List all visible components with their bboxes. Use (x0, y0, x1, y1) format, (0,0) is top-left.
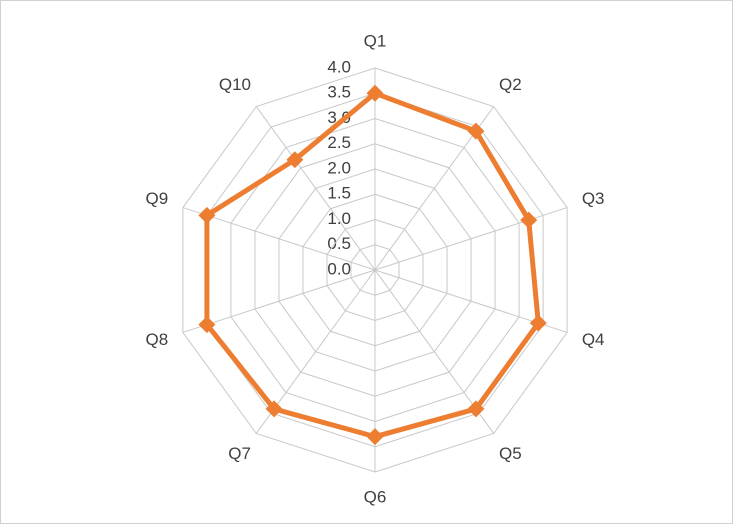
grid-ring (302, 193, 448, 347)
r-tick-label: 1.5 (327, 184, 351, 203)
point-marker (467, 400, 485, 418)
r-tick-label: 2.0 (327, 158, 351, 177)
point-marker (286, 151, 304, 169)
category-label: Q6 (364, 487, 387, 506)
point-marker (366, 428, 384, 446)
grid-ring (350, 244, 400, 296)
r-tick-label: 1.0 (327, 209, 351, 228)
point-marker (467, 122, 485, 140)
point-marker (198, 206, 216, 224)
grid-ring (230, 117, 520, 423)
category-label: Q1 (364, 31, 387, 50)
r-tick-label: 0.5 (327, 234, 351, 253)
r-tick-label: 4.0 (327, 57, 351, 76)
point-marker (366, 84, 384, 102)
category-label: Q8 (145, 330, 168, 349)
category-label: Q4 (582, 330, 605, 349)
grid-ring (182, 67, 568, 473)
category-label: Q2 (499, 75, 522, 94)
point-marker (520, 211, 538, 229)
r-tick-label: 2.5 (327, 133, 351, 152)
category-label: Q10 (219, 75, 251, 94)
grid-ring (326, 218, 424, 322)
r-tick-label: 3.5 (327, 83, 351, 102)
category-label: Q5 (499, 444, 522, 463)
point-marker (529, 314, 547, 332)
category-label: Q7 (228, 444, 251, 463)
grid-ring (278, 168, 472, 372)
category-label: Q3 (582, 189, 605, 208)
r-tick-label: 3.0 (327, 108, 351, 127)
point-marker (198, 316, 216, 334)
category-label: Q9 (145, 189, 168, 208)
grid-ring (206, 92, 544, 448)
grid-ring (254, 143, 496, 397)
r-tick-label: 0.0 (327, 259, 351, 278)
point-marker (265, 400, 283, 418)
